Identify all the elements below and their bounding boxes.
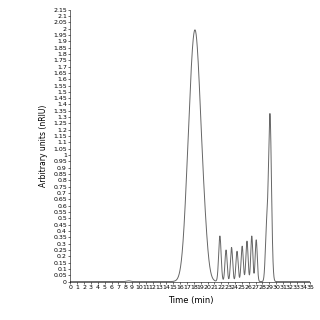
- X-axis label: Time (min): Time (min): [168, 296, 213, 305]
- Y-axis label: Arbitrary units (nRIU): Arbitrary units (nRIU): [39, 104, 48, 187]
